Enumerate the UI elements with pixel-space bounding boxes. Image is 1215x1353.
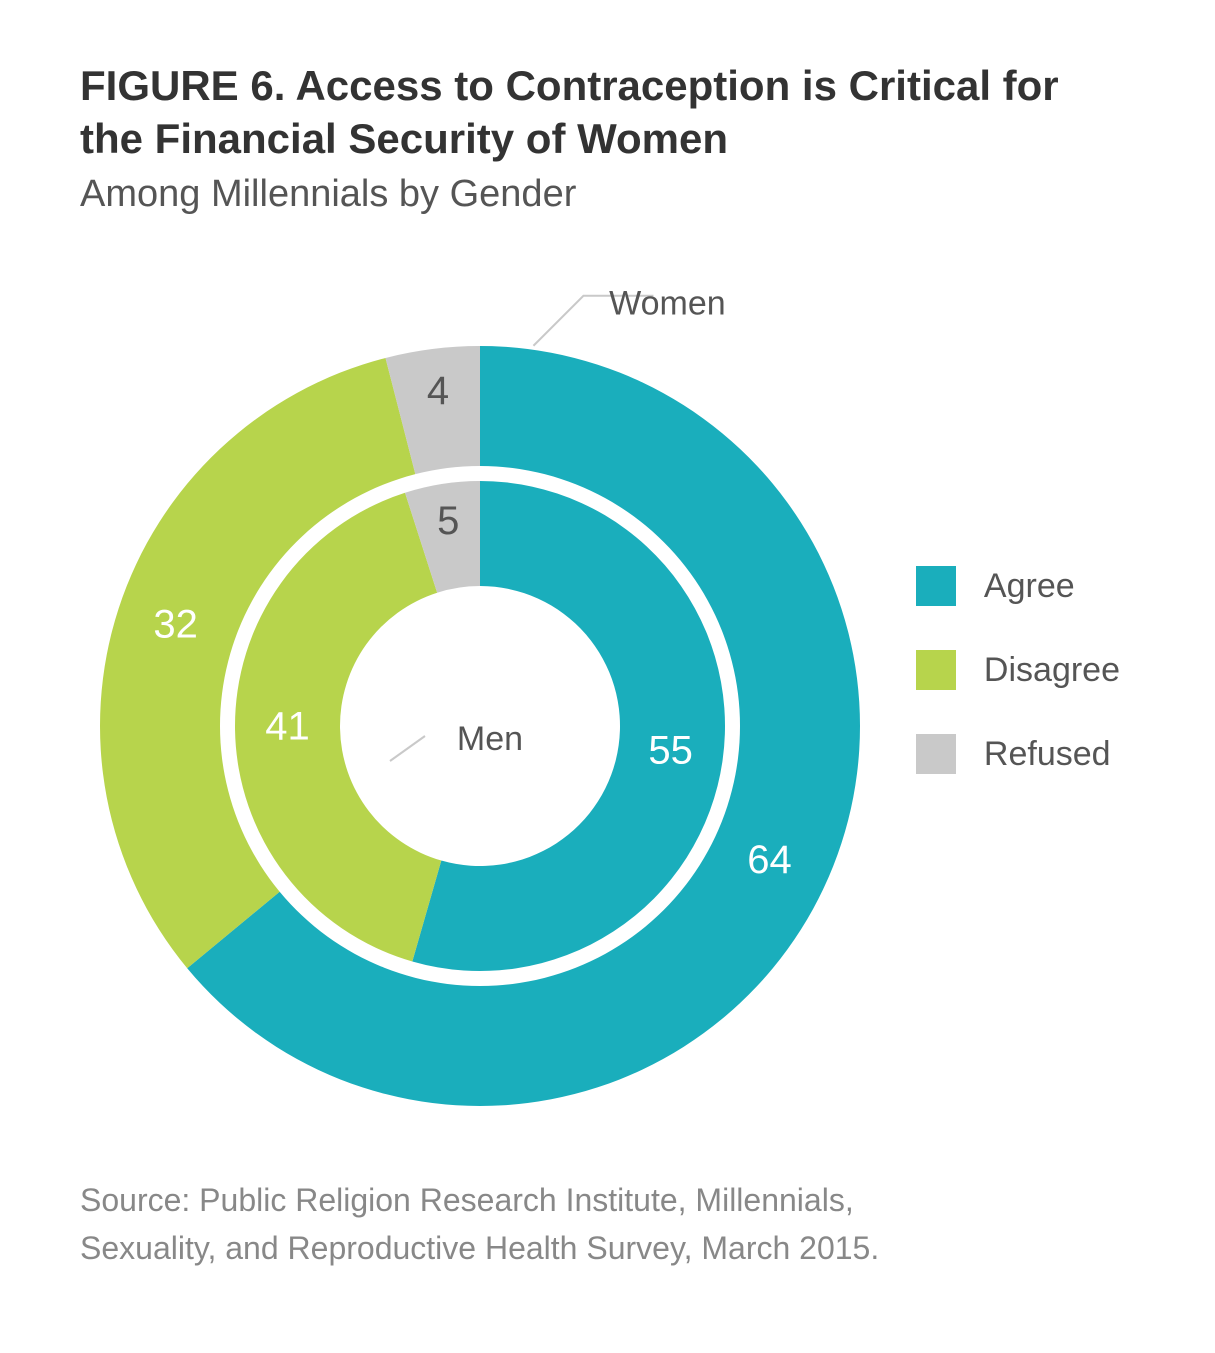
legend-swatch-refused xyxy=(916,734,956,774)
inner-value-agree: 55 xyxy=(648,728,693,772)
legend-label-disagree: Disagree xyxy=(984,651,1120,690)
figure-title-line1: FIGURE 6. Access to Contraception is Cri… xyxy=(80,60,1145,113)
legend-label-refused: Refused xyxy=(984,735,1111,774)
legend-item-refused: Refused xyxy=(916,734,1120,774)
legend-swatch-disagree xyxy=(916,650,956,690)
chart-area: 64 32 4 55 41 5 Women Men Agree Disagree Refuse… xyxy=(80,226,1140,1146)
legend-item-agree: Agree xyxy=(916,566,1120,606)
source-text: Source: Public Religion Research Institu… xyxy=(80,1176,1145,1272)
outer-value-disagree: 32 xyxy=(153,603,198,647)
leader-men xyxy=(390,736,425,761)
title-block: FIGURE 6. Access to Contraception is Cri… xyxy=(80,60,1145,216)
source-line1: Source: Public Religion Research Institu… xyxy=(80,1176,1145,1224)
legend: Agree Disagree Refused xyxy=(916,566,1120,818)
figure-title-line2: the Financial Security of Women xyxy=(80,113,1145,166)
source-line2: Sexuality, and Reproductive Health Surve… xyxy=(80,1224,1145,1272)
outer-value-agree: 64 xyxy=(747,838,792,882)
inner-value-refused: 5 xyxy=(437,499,459,543)
ring-label-women: Women xyxy=(609,285,726,323)
legend-item-disagree: Disagree xyxy=(916,650,1120,690)
inner-value-disagree: 41 xyxy=(265,705,310,749)
figure-subtitle: Among Millennials by Gender xyxy=(80,173,1145,216)
outer-value-refused: 4 xyxy=(427,369,449,413)
ring-label-men: Men xyxy=(457,720,523,758)
figure-page: FIGURE 6. Access to Contraception is Cri… xyxy=(0,0,1215,1353)
legend-swatch-agree xyxy=(916,566,956,606)
legend-label-agree: Agree xyxy=(984,567,1075,606)
